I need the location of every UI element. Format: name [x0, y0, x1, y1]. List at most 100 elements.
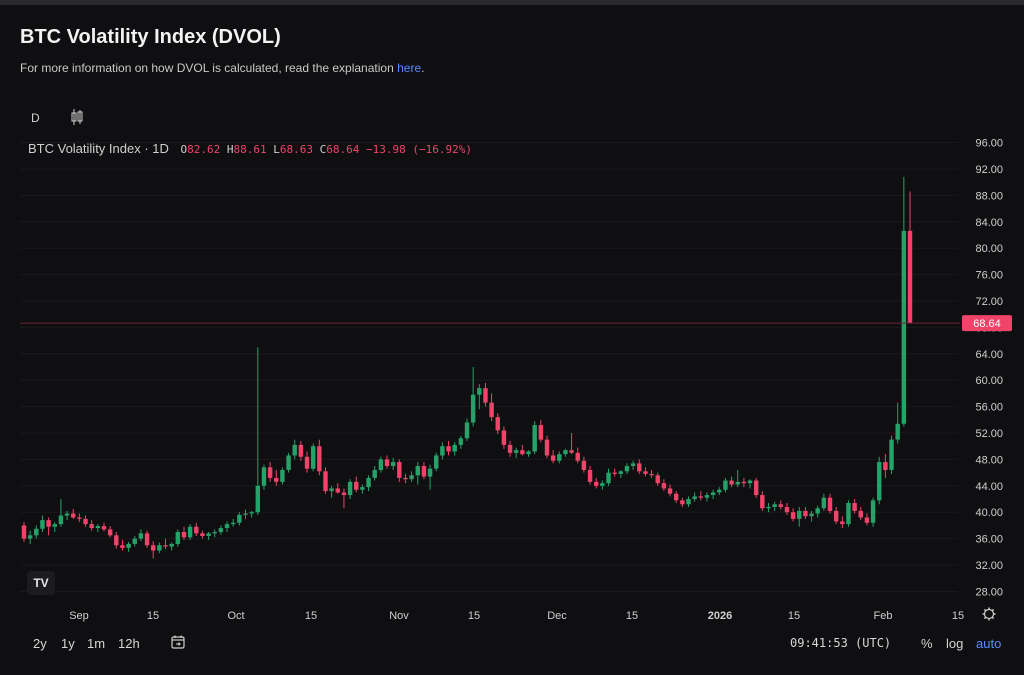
candle-body — [575, 452, 580, 461]
candle-body — [667, 488, 673, 494]
candle-body — [729, 480, 734, 485]
candle-body — [630, 463, 636, 467]
range-2y-button[interactable]: 2y — [33, 636, 47, 651]
legend-open: 82.62 — [187, 143, 221, 156]
candle-body — [95, 526, 101, 529]
range-1y-button[interactable]: 1y — [61, 636, 75, 651]
y-tick-label: 36.00 — [975, 534, 1003, 546]
candle-body — [600, 483, 605, 486]
interval-button[interactable]: D — [31, 111, 40, 125]
candle-body — [741, 481, 747, 484]
candle-body — [390, 462, 396, 467]
candle-body — [415, 466, 420, 476]
candle-body — [27, 535, 33, 539]
candle-body — [760, 495, 765, 509]
candle-body — [354, 481, 359, 490]
candle-body — [34, 528, 39, 536]
candle-body — [673, 493, 679, 501]
candle-body — [526, 451, 531, 455]
candle-body — [163, 545, 168, 547]
candle-body — [895, 423, 900, 440]
candle-body — [563, 450, 568, 455]
candle-body — [778, 504, 784, 507]
y-tick-label: 88.00 — [975, 190, 1003, 202]
legend-close-label: C — [319, 143, 327, 156]
last-price-tag — [962, 315, 1012, 332]
legend-change: −13.98 (−16.92%) — [366, 143, 472, 156]
y-tick-label: 32.00 — [975, 560, 1003, 572]
candle-body — [637, 463, 642, 472]
candle-body — [532, 425, 537, 452]
candle-body — [852, 502, 857, 511]
candle-body — [470, 394, 476, 423]
y-tick-label: 48.00 — [975, 454, 1003, 466]
candle-body — [440, 446, 445, 456]
candle-body — [138, 533, 144, 539]
candle-body — [557, 454, 562, 461]
legend-low-label: L — [273, 143, 280, 156]
candle-body — [212, 532, 217, 534]
range-12h-button[interactable]: 12h — [118, 636, 140, 651]
candle-body — [77, 517, 82, 519]
candle-body — [434, 455, 439, 469]
candle-body — [464, 422, 470, 439]
window-top-strip — [0, 0, 1024, 5]
candle-body — [612, 472, 617, 474]
chart-panel — [0, 5, 1024, 675]
candle-body — [827, 497, 833, 511]
candle-body — [175, 532, 181, 544]
y-tick-label: 92.00 — [975, 164, 1003, 176]
candlestick-icon[interactable] — [70, 107, 84, 127]
candle-body — [501, 430, 507, 445]
y-tick-label: 72.00 — [975, 296, 1003, 308]
candle-body — [46, 520, 51, 527]
candle-body — [569, 450, 574, 453]
candle-body — [766, 506, 771, 509]
y-tick-label: 44.00 — [975, 481, 1003, 493]
candle-body — [870, 500, 876, 523]
utc-clock[interactable]: 09:41:53 (UTC) — [790, 636, 892, 650]
candle-body — [40, 520, 45, 529]
candle-body — [661, 483, 667, 489]
candle-body — [218, 528, 224, 533]
candle-body — [797, 510, 802, 519]
date-range-icon[interactable] — [170, 634, 186, 653]
x-tick-label: 15 — [468, 610, 480, 622]
candle-body — [427, 468, 433, 477]
tradingview-logo[interactable]: TV — [27, 571, 55, 595]
percent-scale-button[interactable]: % — [921, 636, 933, 651]
range-1m-button[interactable]: 1m — [87, 636, 106, 651]
candle-body — [83, 518, 88, 525]
x-tick-label: 2026 — [708, 610, 732, 622]
legend-close: 68.64 — [326, 143, 360, 156]
candle-body — [169, 543, 174, 547]
candle-body — [587, 469, 593, 482]
legend-high-label: H — [226, 143, 234, 156]
candle-body — [606, 472, 611, 484]
log-scale-button[interactable]: log — [946, 636, 964, 651]
auto-scale-button[interactable]: auto — [976, 636, 1002, 651]
explanation-link[interactable]: here — [397, 61, 422, 75]
candle-body — [446, 446, 451, 452]
y-tick-label: 84.00 — [975, 217, 1003, 229]
candle-body — [846, 502, 851, 525]
candle-body — [624, 466, 630, 472]
candle-body — [378, 459, 384, 470]
y-tick-label: 96.00 — [975, 138, 1003, 150]
candle-body — [304, 456, 310, 469]
candle-body — [329, 488, 334, 492]
candle-body — [335, 488, 341, 493]
candle-body — [753, 480, 759, 496]
candle-body — [120, 545, 125, 548]
candle-body — [680, 500, 685, 505]
y-tick-label: 60.00 — [975, 375, 1003, 387]
settings-gear-icon[interactable] — [982, 607, 996, 621]
candle-body — [907, 230, 913, 324]
candle-body — [877, 462, 882, 501]
x-tick-label: Oct — [227, 610, 244, 622]
candle-body — [784, 506, 790, 513]
candlestick-chart[interactable]: 96.0092.0088.0084.0080.0076.0072.0068.00… — [0, 0, 1024, 628]
candle-body — [187, 526, 193, 538]
candlestick-icon-svg — [71, 109, 83, 125]
candle-body — [507, 444, 513, 453]
